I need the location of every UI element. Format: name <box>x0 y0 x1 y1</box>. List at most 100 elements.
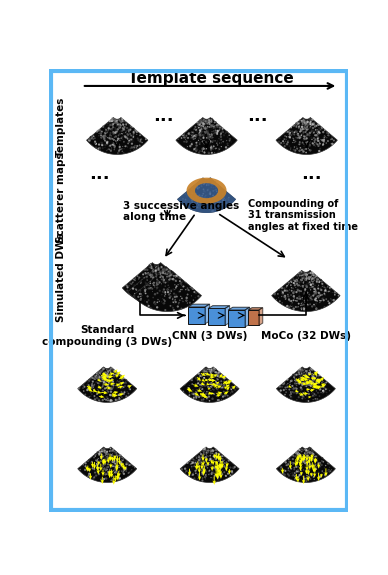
Point <box>304 282 310 292</box>
Point <box>170 303 176 312</box>
Point <box>295 455 301 464</box>
Point <box>137 289 143 298</box>
Point <box>116 372 122 381</box>
Point <box>303 134 310 143</box>
Point <box>223 198 229 208</box>
Point <box>210 473 217 482</box>
Point <box>299 273 305 282</box>
Point <box>314 129 320 138</box>
Point <box>301 136 307 145</box>
Point <box>299 457 305 466</box>
Point <box>296 366 302 375</box>
Point <box>108 461 114 470</box>
Point <box>307 128 313 137</box>
Point <box>212 121 218 130</box>
Point <box>207 202 213 212</box>
Point <box>217 125 223 135</box>
Point <box>194 375 200 384</box>
Point <box>199 378 205 388</box>
Point <box>168 274 174 283</box>
Point <box>223 471 229 480</box>
Point <box>199 476 206 485</box>
Point <box>322 286 328 296</box>
Point <box>307 273 314 282</box>
Point <box>308 269 314 278</box>
Point <box>100 396 106 405</box>
Point <box>211 126 218 136</box>
Point <box>140 292 147 301</box>
Point <box>217 187 223 196</box>
Point <box>309 470 315 480</box>
Point <box>282 135 289 144</box>
Point <box>161 299 167 308</box>
Point <box>159 287 166 296</box>
Point <box>307 380 313 389</box>
Point <box>203 137 210 147</box>
Point <box>145 263 151 273</box>
Point <box>301 458 308 467</box>
Point <box>159 278 165 287</box>
Point <box>116 134 122 143</box>
Point <box>126 127 133 136</box>
Point <box>203 120 209 129</box>
Point <box>315 136 321 145</box>
Point <box>109 366 115 375</box>
Point <box>107 366 113 375</box>
Point <box>148 293 154 302</box>
Point <box>142 297 148 306</box>
Point <box>160 269 166 278</box>
Point <box>136 286 142 295</box>
Point <box>118 387 125 396</box>
Point <box>111 119 117 128</box>
Point <box>215 126 221 136</box>
Point <box>287 466 293 476</box>
Point <box>104 370 111 380</box>
Point <box>95 469 102 478</box>
Point <box>311 447 317 456</box>
Point <box>227 378 234 387</box>
Point <box>302 274 308 283</box>
Point <box>109 116 116 125</box>
Point <box>200 178 206 187</box>
Point <box>110 120 116 129</box>
Point <box>284 286 290 295</box>
Point <box>306 369 312 378</box>
Point <box>218 390 225 399</box>
Point <box>285 280 291 289</box>
Point <box>188 469 194 478</box>
Point <box>121 137 127 147</box>
Point <box>189 389 196 398</box>
Point <box>191 468 197 477</box>
Point <box>86 381 92 390</box>
Point <box>298 375 305 384</box>
Point <box>105 367 111 377</box>
Point <box>223 377 230 386</box>
Point <box>170 273 177 282</box>
Point <box>307 453 314 462</box>
Point <box>323 469 329 478</box>
Point <box>203 118 209 128</box>
Point <box>118 453 124 462</box>
Point <box>305 458 311 467</box>
Point <box>105 467 111 476</box>
Point <box>107 396 113 405</box>
Point <box>126 126 132 135</box>
Point <box>148 273 154 282</box>
Point <box>299 148 305 158</box>
Point <box>116 390 123 399</box>
Point <box>130 124 137 133</box>
Point <box>95 454 101 463</box>
Point <box>223 465 229 474</box>
Point <box>327 285 334 294</box>
Point <box>104 447 110 457</box>
Text: Compounding of
31 transmission
angles at fixed time: Compounding of 31 transmission angles at… <box>248 199 358 232</box>
Point <box>211 463 217 473</box>
Point <box>104 456 110 465</box>
Point <box>158 271 165 281</box>
Point <box>308 378 314 388</box>
Point <box>288 300 294 309</box>
Point <box>298 453 304 462</box>
Point <box>302 371 308 381</box>
Point <box>335 291 341 300</box>
Point <box>312 448 318 457</box>
